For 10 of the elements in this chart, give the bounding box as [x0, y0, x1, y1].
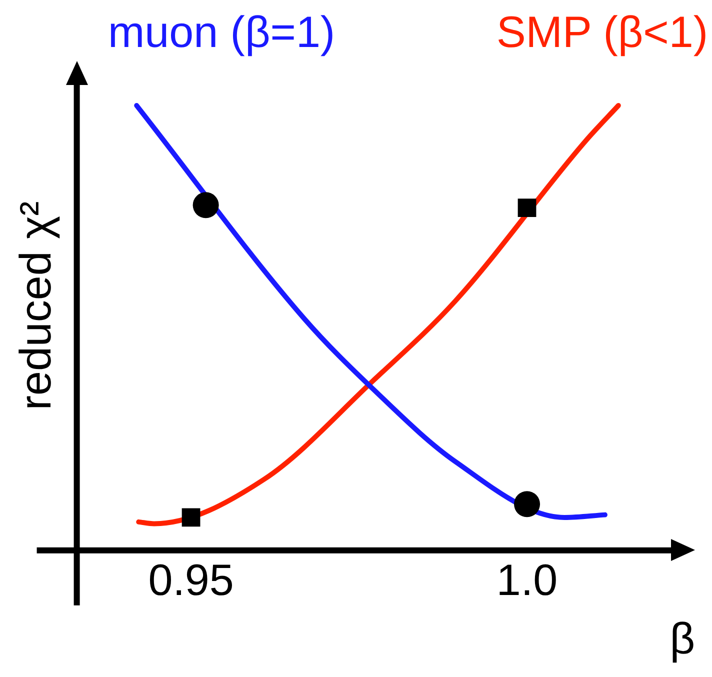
series-label: SMP (β<1) [496, 8, 708, 58]
series-label: muon (β=1) [108, 8, 336, 58]
point [514, 491, 540, 518]
x-tick-label: 1.0 [496, 556, 558, 605]
x-axis-title: β [670, 614, 695, 664]
y-axis-title: reduced χ² [12, 201, 61, 410]
point [182, 508, 200, 527]
point [518, 198, 536, 218]
x-tick-label: 0.95 [148, 556, 234, 605]
point [192, 192, 219, 218]
